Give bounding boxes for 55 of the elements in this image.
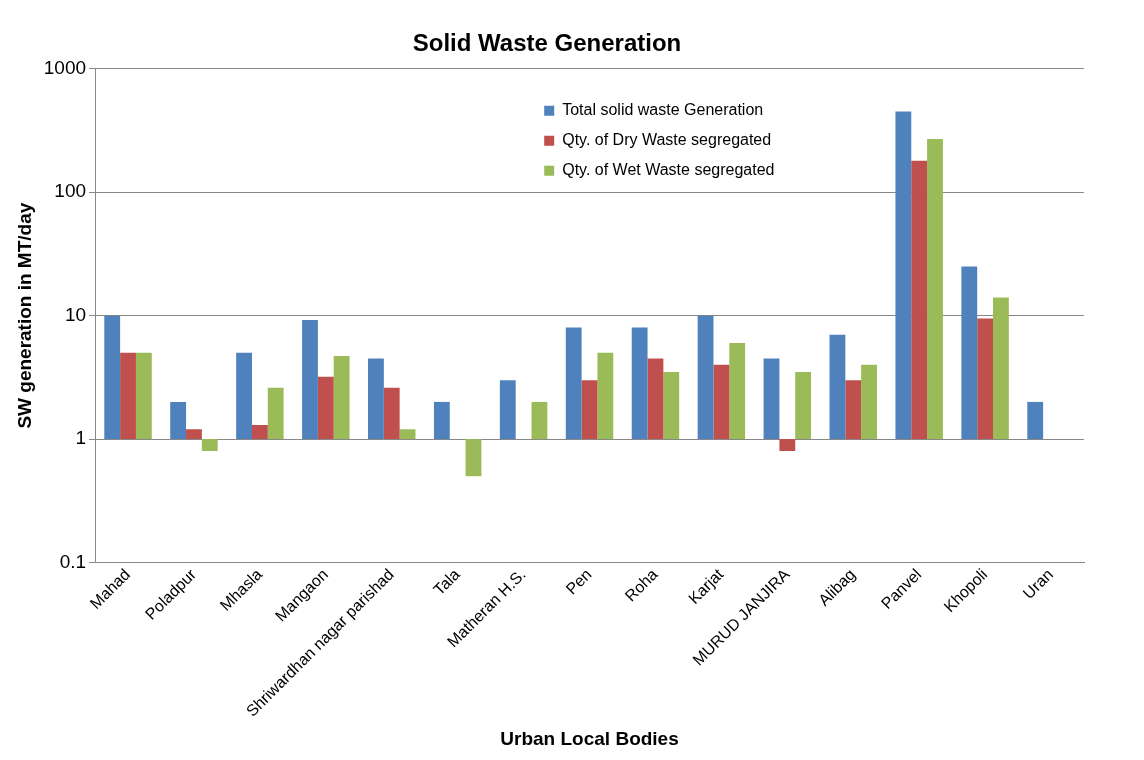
bar (236, 352, 252, 440)
y-tick-label: 1000 (43, 57, 87, 79)
bar (333, 356, 350, 440)
bar (201, 439, 218, 452)
y-tick-label: 1 (75, 427, 87, 449)
bar (465, 439, 482, 477)
bar (135, 352, 152, 440)
bar (763, 358, 780, 440)
y-tick-label: 100 (54, 180, 87, 202)
bar (383, 387, 400, 440)
bar (399, 429, 416, 440)
x-tick-label: Tala (430, 565, 463, 599)
legend-label: Qty. of Dry Waste segregated (562, 131, 772, 149)
bar (302, 320, 318, 440)
bar (895, 111, 912, 440)
bar (977, 318, 994, 440)
bar (368, 358, 384, 440)
bar (927, 138, 943, 440)
x-tick-label: Uran (1019, 565, 1057, 603)
bar (317, 376, 334, 440)
bar (170, 401, 187, 440)
bar (829, 334, 846, 440)
bar (531, 401, 548, 440)
bar (631, 327, 648, 440)
bar (911, 160, 928, 440)
legend-label: Qty. of Wet Waste segregated (562, 161, 775, 179)
bar (697, 315, 714, 440)
bar (581, 380, 598, 440)
bar (565, 327, 582, 440)
bar (267, 387, 284, 440)
bar (845, 380, 862, 440)
bar (433, 401, 450, 440)
bar (597, 352, 614, 440)
bar (1027, 401, 1044, 440)
bar (251, 425, 268, 440)
bar (499, 380, 516, 440)
y-tick-label: 10 (64, 303, 87, 325)
bar (861, 364, 877, 440)
bar (663, 371, 680, 440)
bar (961, 266, 978, 440)
chart-title: Solid Waste Generation (412, 29, 682, 57)
y-axis-title: SW generation in MT/day (13, 202, 35, 429)
bar (713, 364, 730, 440)
x-tick-label: Pen (562, 565, 595, 598)
bar (120, 352, 136, 440)
x-axis-title: Urban Local Bodies (500, 727, 679, 749)
bar (104, 315, 121, 440)
y-tick-label: 0.1 (59, 550, 87, 572)
bar (186, 429, 202, 440)
legend-label: Total solid waste Generation (562, 101, 764, 119)
bar (993, 297, 1009, 440)
bar (729, 343, 746, 440)
bar (647, 358, 664, 440)
bar (779, 439, 796, 452)
bar (795, 371, 812, 440)
